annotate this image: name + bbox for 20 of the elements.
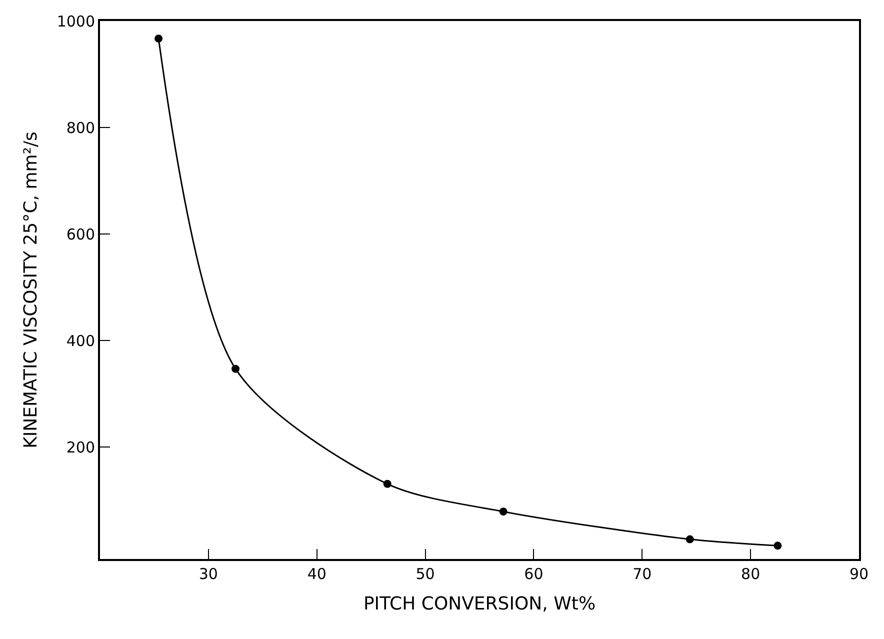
y-tick-label: 600: [66, 225, 95, 244]
x-tick-label: 90: [849, 565, 869, 583]
x-tick-label: 60: [524, 565, 544, 583]
point: [383, 480, 392, 488]
point: [774, 542, 782, 550]
point: [154, 34, 163, 43]
y-axis-title: KINEMATIC VISCOSITY 25°C, mm²/s: [20, 132, 42, 448]
x-tick-label: 40: [307, 565, 326, 583]
y-tick-label: 800: [66, 118, 95, 137]
y-tick-label: 1000: [56, 12, 95, 30]
x-tick-label: 30: [198, 565, 218, 583]
point: [686, 535, 694, 544]
x-tick-label: 50: [416, 565, 435, 583]
point: [499, 508, 508, 516]
y-tick-label: 400: [66, 332, 95, 350]
point: [232, 364, 240, 373]
x-tick-label: 80: [741, 565, 760, 583]
x-axis-title: PITCH CONVERSION, Wt%: [363, 594, 596, 615]
x-tick-label: 70: [632, 565, 652, 583]
y-tick-label: 200: [66, 438, 95, 456]
